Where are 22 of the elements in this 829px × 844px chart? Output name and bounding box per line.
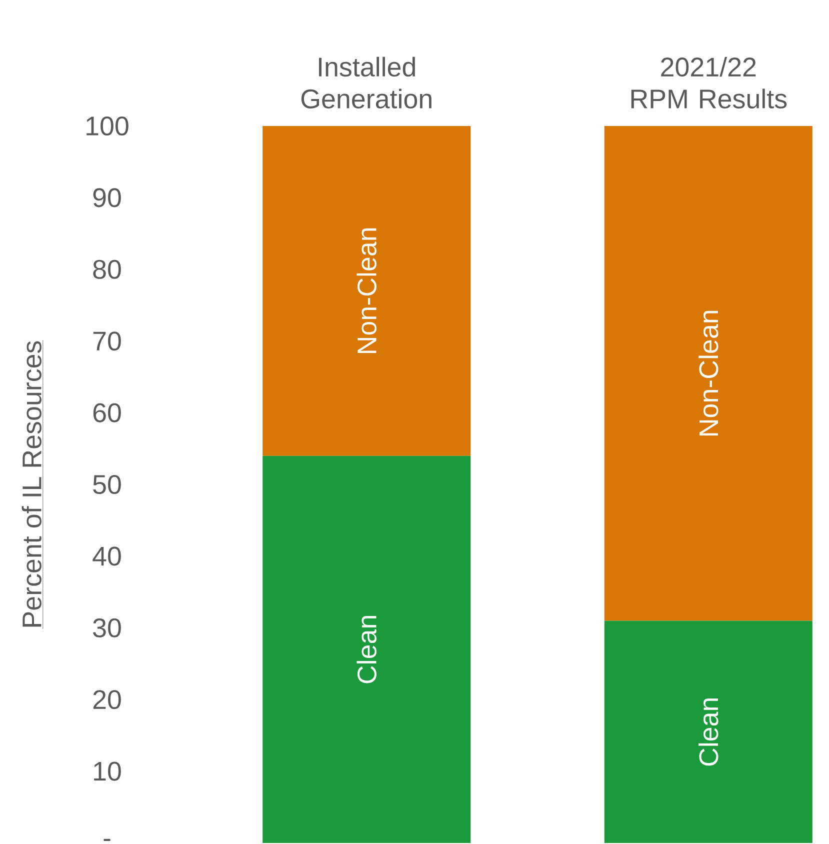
x-tick-label: 2021/22 RPM Results <box>631 56 787 108</box>
y-tick-label: 20 <box>93 690 121 710</box>
bar <box>262 126 471 456</box>
text: Clean <box>356 616 376 684</box>
y-tick-label: 60 <box>93 403 121 422</box>
y-tick-label: 50 <box>93 474 121 494</box>
bar <box>262 456 471 843</box>
series-label: Non-Clean <box>698 310 718 436</box>
y-axis-title: Percent of IL Resources <box>22 341 42 627</box>
y-tick-label: - <box>104 838 110 842</box>
bar <box>604 620 812 843</box>
y-tick-label: 80 <box>93 260 121 279</box>
y-tick-label: 90 <box>93 188 121 208</box>
x-tick-label: Installed Generation <box>301 56 432 108</box>
y-tick-label: 100 <box>86 116 128 136</box>
y-tick-label: 40 <box>92 546 121 566</box>
y-tick-label: 10 <box>94 762 121 781</box>
text: Non-Clean <box>356 228 376 353</box>
y-tick-label: 70 <box>93 332 121 351</box>
y-tick-label: 30 <box>93 618 121 638</box>
series-label: Clean <box>698 698 718 766</box>
bar <box>604 126 812 621</box>
